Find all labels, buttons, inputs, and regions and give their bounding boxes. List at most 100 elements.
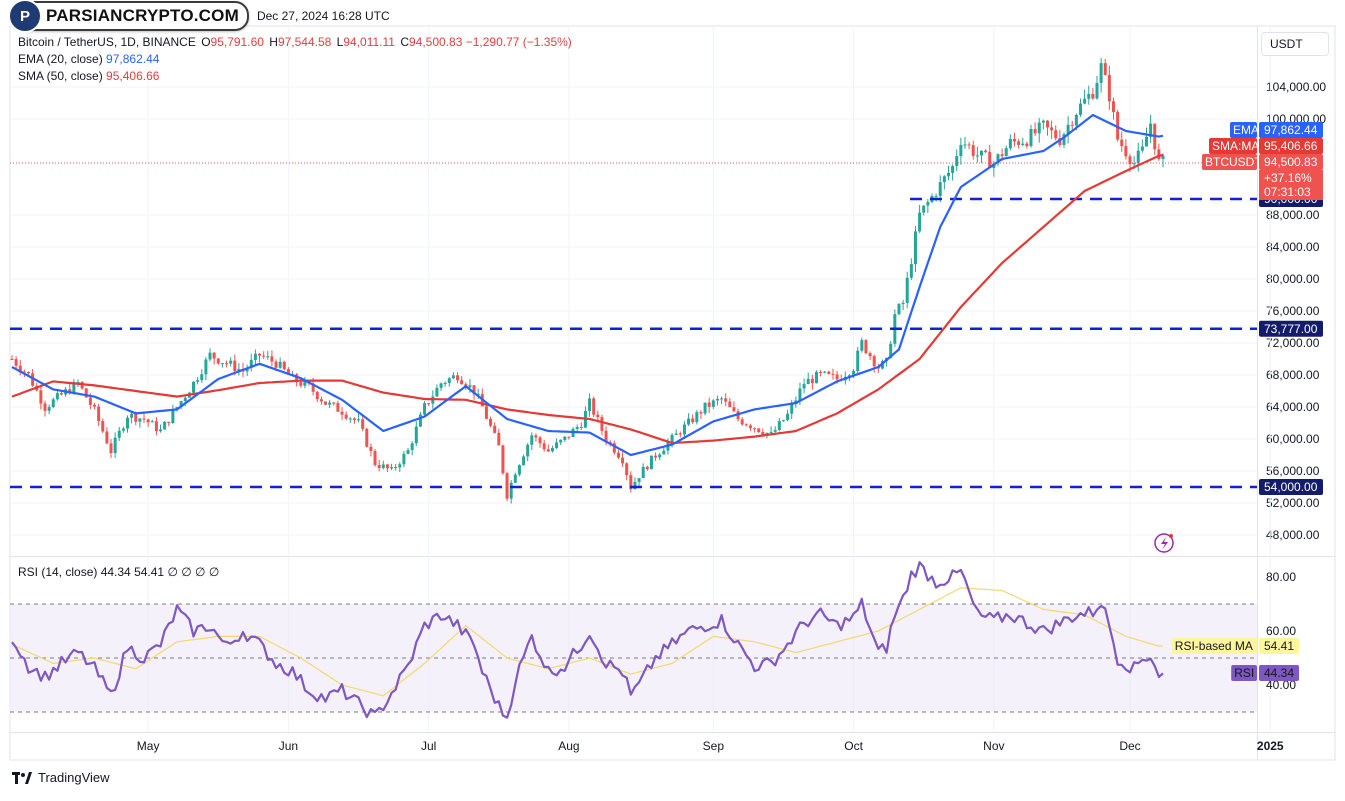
candle-body [328, 402, 332, 405]
price-tick-label: 48,000.00 [1266, 528, 1320, 542]
candle-body [258, 353, 262, 356]
candle-body [348, 418, 352, 420]
candle-body [51, 399, 55, 408]
candle-body [385, 464, 389, 469]
price-tag-name: SMA:MA [1212, 139, 1259, 153]
candle-body [522, 456, 526, 466]
candle-body [447, 378, 451, 383]
candle-body [810, 378, 814, 384]
price-tag-name-box [1202, 154, 1257, 170]
candle-body [707, 402, 711, 407]
candle-body [1107, 74, 1111, 102]
candle-body [1157, 149, 1161, 160]
candle-body [798, 388, 802, 401]
candle-body [579, 427, 583, 429]
candle-body [563, 436, 567, 440]
price-tag-extra: +37.16% [1264, 171, 1312, 185]
candle-body [278, 361, 282, 368]
candle-body [654, 455, 658, 458]
rsi-legend[interactable]: RSI (14, close) 44.34 54.41 ∅ ∅ ∅ ∅ [18, 565, 219, 579]
price-tag-box [1259, 154, 1323, 170]
candle-body [728, 401, 732, 408]
candle-body [720, 398, 724, 400]
candle-body [831, 373, 835, 375]
price-tick-label: 64,000.00 [1266, 400, 1320, 414]
candle-body [567, 436, 571, 438]
footer: TradingView [12, 770, 110, 785]
candle-body [753, 428, 757, 430]
candle-body [827, 371, 831, 374]
candle-body [612, 443, 616, 453]
currency-button[interactable]: USDT [1261, 32, 1329, 56]
sma-name: SMA (50, close) [18, 69, 103, 83]
candle-body [823, 371, 827, 373]
candle-body [402, 453, 406, 465]
sma-50-line [11, 153, 1164, 445]
candle-body [1066, 124, 1070, 135]
sma-legend[interactable]: SMA (50, close) 95,406.66 [18, 68, 159, 84]
candle-body [662, 450, 666, 455]
candle-body [1099, 63, 1103, 83]
candle-body [773, 429, 777, 432]
ema-name: EMA (20, close) [18, 52, 103, 66]
candle-body [451, 375, 455, 379]
candle-body [1000, 154, 1004, 157]
candle-body [588, 398, 592, 412]
candle-body [951, 166, 955, 173]
candle-body [971, 145, 975, 156]
candle-body [324, 401, 328, 405]
candle-body [31, 373, 35, 386]
rsi-ma-line [11, 587, 1163, 697]
close-label: C [400, 35, 409, 49]
candle-body [472, 385, 476, 395]
candle-body [249, 359, 253, 368]
candle-body [501, 445, 505, 474]
candle-body [253, 353, 257, 360]
footer-brand[interactable]: TradingView [38, 770, 110, 785]
symbol-name[interactable]: Bitcoin / TetherUS, 1D, BINANCE [18, 35, 196, 49]
high-label: H [269, 35, 278, 49]
candle-body [1078, 103, 1082, 115]
candle-body [352, 418, 356, 421]
candle-body [777, 421, 781, 430]
price-tick-label: 68,000.00 [1266, 368, 1320, 382]
ema-legend[interactable]: EMA (20, close) 97,862.44 [18, 51, 159, 67]
candle-body [1004, 148, 1008, 157]
alert-dot-icon [1169, 534, 1173, 538]
price-tick-label: 52,000.00 [1266, 496, 1320, 510]
alert-lightning-icon [1154, 533, 1174, 553]
candle-body [852, 371, 856, 376]
candle-body [1021, 143, 1025, 145]
candle-body [691, 418, 695, 423]
candle-body [670, 434, 674, 443]
candle-body [229, 360, 233, 364]
time-tick-label: Aug [558, 739, 579, 753]
candle-body [526, 444, 530, 457]
candle-body [344, 414, 348, 419]
candle-body [534, 435, 538, 438]
price-tick-label: 56,000.00 [1266, 464, 1320, 478]
candle-body [1045, 120, 1049, 128]
header-top: P PARSIANCRYPTO.COM Dec 27, 2024 16:28 U… [8, 0, 390, 33]
candle-body [975, 155, 979, 157]
time-tick-label: Jun [279, 739, 298, 753]
candle-body [517, 465, 521, 475]
candle-body [868, 353, 872, 357]
candle-body [262, 355, 266, 357]
candle-body [427, 403, 431, 405]
candle-body [274, 361, 278, 368]
sma-value: 95,406.66 [106, 69, 160, 83]
candle-body [121, 428, 125, 431]
candle-body [266, 356, 270, 358]
open-label: O [201, 35, 211, 49]
candle-body [550, 448, 554, 452]
candle-body [633, 481, 637, 490]
candle-body [864, 340, 868, 354]
candle-body [546, 449, 550, 452]
candle-body [192, 381, 196, 393]
price-tag-value: 95,406.66 [1264, 139, 1318, 153]
low-label: L [336, 35, 344, 49]
candle-body [996, 154, 1000, 164]
